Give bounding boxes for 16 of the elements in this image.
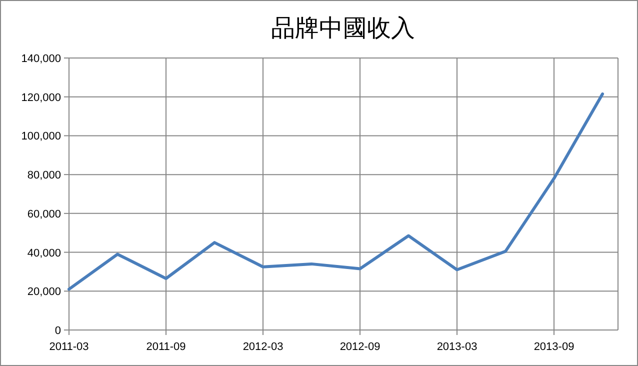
x-tick-label: 2011-09	[146, 341, 186, 353]
x-tick-label: 2013-09	[534, 341, 574, 353]
x-tick-label: 2012-03	[242, 341, 284, 353]
y-tick-label: 0	[54, 325, 61, 337]
y-tick-label: 60,000	[27, 208, 61, 220]
y-tick-label: 80,000	[27, 170, 61, 182]
x-tick-label: 2011-03	[49, 341, 89, 353]
y-tick-label: 140,000	[21, 53, 61, 65]
y-tick-label: 20,000	[27, 286, 61, 298]
y-tick-label: 100,000	[21, 130, 61, 143]
chart-title: 品牌中國收入	[271, 15, 415, 42]
x-tick-label: 2012-09	[340, 341, 380, 353]
y-tick-label: 120,000	[21, 92, 61, 104]
x-tick-label: 2013-03	[436, 341, 478, 353]
y-tick-label: 40,000	[27, 247, 61, 260]
line-series	[68, 92, 604, 291]
